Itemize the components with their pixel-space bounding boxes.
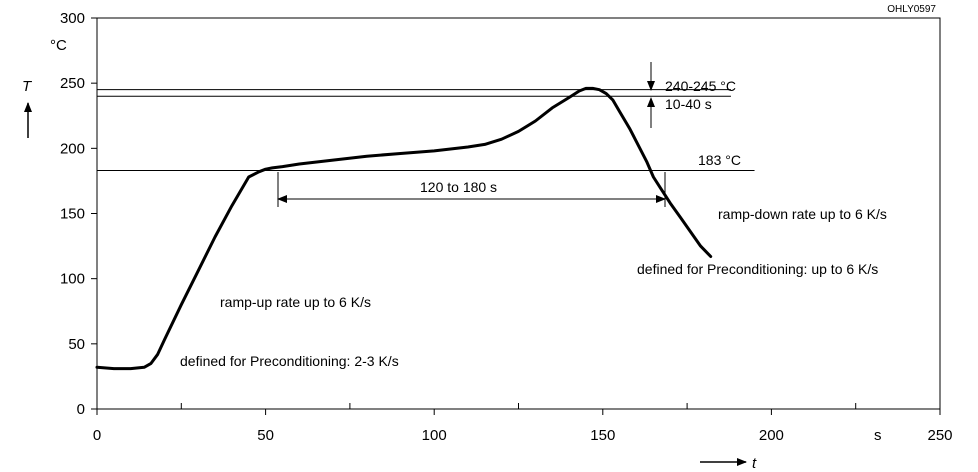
- x-tick-label: 200: [759, 427, 784, 444]
- figure-id: OHLY0597: [887, 4, 936, 15]
- annotation-liquidus: 183 °C: [698, 152, 741, 168]
- y-tick-label: 250: [60, 75, 85, 92]
- annotation-ramp-up: ramp-up rate up to 6 K/s: [220, 294, 371, 310]
- annotation-peak-time: 10-40 s: [665, 96, 712, 112]
- y-axis-label: T: [22, 78, 33, 95]
- reference-lines: [97, 89, 755, 171]
- x-tick-label: 250: [927, 427, 952, 444]
- annotation-ramp-up-precond: defined for Preconditioning: 2-3 K/s: [180, 353, 399, 369]
- series-line-temperature-profile: [95, 86, 713, 371]
- x-tick-label: 100: [422, 427, 447, 444]
- x-tick-label: 0: [93, 427, 101, 444]
- x-tick-label: 50: [257, 427, 274, 444]
- x-unit-label: s: [874, 427, 882, 444]
- x-tick-label: 150: [590, 427, 615, 444]
- y-axis: 0 50 100 150 200 250 300: [60, 10, 97, 418]
- y-tick-label: 300: [60, 10, 85, 27]
- y-tick-label: 100: [60, 271, 85, 288]
- annotation-ramp-down-precond: defined for Preconditioning: up to 6 K/s: [637, 261, 878, 277]
- y-tick-label: 50: [68, 336, 85, 353]
- y-unit-label: °C: [50, 37, 67, 54]
- y-tick-label: 0: [77, 401, 85, 418]
- y-tick-label: 150: [60, 206, 85, 223]
- x-axis: 0 50 100 150 200 250: [93, 403, 953, 444]
- y-tick-label: 200: [60, 140, 85, 157]
- annotation-peak-temp: 240-245 °C: [665, 78, 736, 94]
- annotation-time-above: 120 to 180 s: [420, 179, 497, 195]
- annotation-ramp-down: ramp-down rate up to 6 K/s: [718, 206, 887, 222]
- x-axis-label: t: [752, 455, 757, 472]
